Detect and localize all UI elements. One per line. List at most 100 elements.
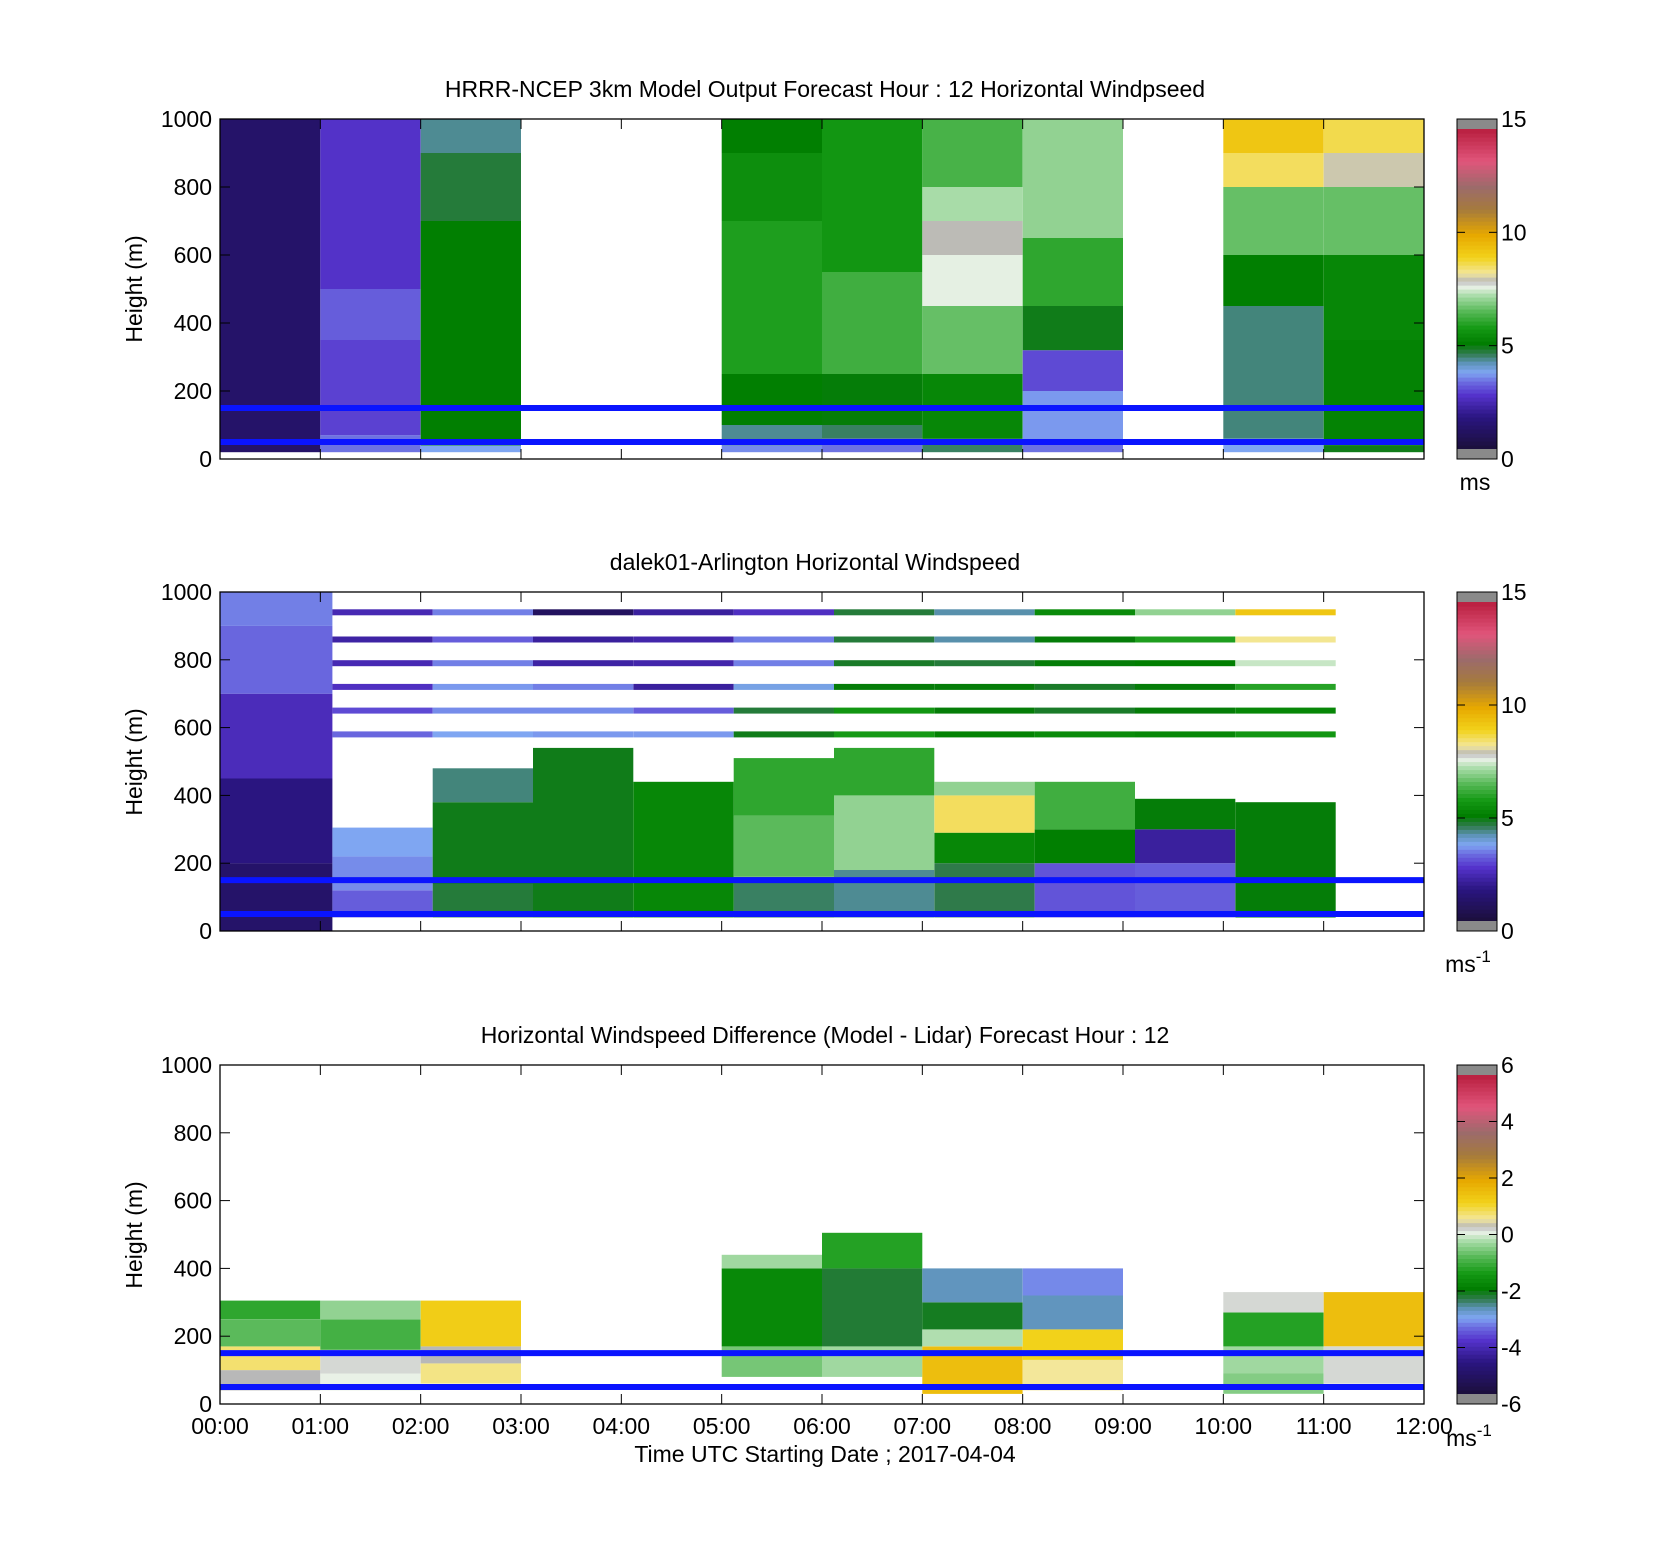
colorbar-segment (1457, 433, 1497, 438)
colorbar-segment (1457, 165, 1497, 170)
thin-layer-cell (934, 707, 1035, 714)
colorbar-segment (1457, 725, 1497, 731)
panel-lidar-x-ticks (219, 592, 1425, 931)
colorbar-segment (1457, 1282, 1497, 1287)
thin-layer-cell (533, 660, 634, 667)
panel-lidar-ylabel: Height (m) (121, 708, 147, 815)
thin-layer-cell (1034, 636, 1135, 643)
colorbar-segment (1457, 1370, 1497, 1375)
heatmap-cell (1022, 391, 1123, 442)
colorbar-segment (1457, 789, 1497, 794)
x-tick-label: 08:00 (994, 1413, 1052, 1439)
colorbar-segment (1457, 1294, 1497, 1299)
colorbar-segment (1457, 749, 1497, 755)
y-tick-label: 400 (174, 310, 212, 336)
colorbar-segment (1457, 409, 1497, 414)
panel-lidar-y-ticks: 0 200 400 600 800 1000 (161, 579, 1424, 944)
heatmap-cell (1323, 1292, 1424, 1347)
thin-layer-cell (733, 636, 834, 643)
colorbar-segment (1457, 673, 1497, 679)
colorbar-segment (1457, 693, 1497, 699)
heatmap-cell (822, 425, 923, 439)
thin-layer-cell (834, 660, 935, 667)
colorbar-segment (1457, 1302, 1497, 1307)
heatmap-cell (220, 1346, 321, 1371)
colorbar-segment (1457, 1270, 1497, 1275)
colorbar-segment (1457, 329, 1497, 334)
heatmap-cell (1022, 350, 1123, 391)
colorbar-tick-label: 5 (1501, 333, 1514, 359)
colorbar-segment (1457, 777, 1497, 783)
heatmap-cell (922, 187, 1023, 221)
heatmap-cell (822, 374, 923, 425)
colorbar-segment (1457, 1374, 1497, 1379)
colorbar-segment (1457, 905, 1497, 910)
thin-layer-cell (432, 636, 533, 643)
colorbar-segment (1457, 1326, 1497, 1331)
y-tick-label: 1000 (161, 1052, 212, 1078)
colorbar-segment (1457, 1086, 1497, 1092)
colorbar-segment (1457, 1366, 1497, 1371)
thin-layer-cell (1034, 731, 1135, 738)
x-tick-label: 06:00 (793, 1413, 851, 1439)
colorbar-segment (1457, 697, 1497, 703)
heatmap-cell (1034, 781, 1135, 830)
colorbar-tick-label: 10 (1501, 692, 1527, 718)
colorbar-segment (1457, 753, 1497, 759)
colorbar-segment (1457, 681, 1497, 687)
heatmap-cell (220, 778, 333, 864)
colorbar-segment (1457, 729, 1497, 735)
colorbar-segment (1457, 829, 1497, 834)
colorbar-tick-label: 2 (1501, 1165, 1514, 1191)
colorbar-segment (1457, 825, 1497, 830)
heatmap-cell (1022, 306, 1123, 351)
heatmap-cell (1223, 1373, 1324, 1394)
colorbar-segment (1457, 153, 1497, 158)
thin-layer-cell (733, 683, 834, 690)
heatmap-cell (721, 119, 822, 153)
colorbar-segment (1457, 401, 1497, 406)
colorbar-segment (1457, 813, 1497, 818)
colorbar-segment (1457, 885, 1497, 890)
colorbar-segment (1457, 221, 1497, 226)
y-tick-label: 200 (174, 1323, 212, 1349)
colorbar-segment (1457, 317, 1497, 322)
colorbar-segment (1457, 877, 1497, 882)
colorbar-segment (1457, 633, 1497, 639)
x-axis-label: Time UTC Starting Date ; 2017-04-04 (634, 1441, 1016, 1467)
colorbar-segment (1457, 717, 1497, 723)
colorbar-segment (1457, 365, 1497, 370)
heatmap-cell (721, 153, 822, 221)
colorbar-tick-label: 15 (1501, 579, 1527, 605)
colorbar-segment (1457, 1254, 1497, 1260)
heatmap-cell (1135, 863, 1236, 918)
panel-difference-colorbar: -6 -4 -2 0 2 4 6 (1456, 1052, 1522, 1417)
colorbar-segment (1457, 1354, 1497, 1359)
colorbar-segment (1457, 445, 1497, 450)
thin-layer-cell (1034, 707, 1135, 714)
thin-layer-cell (1235, 683, 1336, 690)
colorbar-segment (1457, 669, 1497, 675)
thin-layer-cell (1235, 731, 1336, 738)
panel-difference-x-ticks (219, 1065, 1425, 1404)
y-tick-label: 800 (174, 174, 212, 200)
colorbar-segment (1457, 353, 1497, 358)
heatmap-cell (320, 340, 421, 436)
colorbar-segment (1457, 129, 1497, 134)
y-tick-label: 0 (199, 1391, 212, 1417)
colorbar-segment (1457, 397, 1497, 402)
heatmap-cell (220, 863, 333, 931)
heatmap-cell (721, 221, 822, 374)
heatmap-cell (922, 255, 1023, 306)
y-tick-label: 400 (174, 1255, 212, 1281)
colorbar-segment (1457, 641, 1497, 647)
heatmap-cell (1323, 255, 1424, 340)
colorbar-segment (1457, 1150, 1497, 1156)
colorbar-segment (1457, 1234, 1497, 1240)
colorbar-segment (1457, 345, 1497, 350)
colorbar-segment (1457, 1218, 1497, 1224)
colorbar-segment (1457, 837, 1497, 842)
colorbar-segment (1457, 373, 1497, 378)
colorbar-tick-label: 0 (1501, 446, 1514, 472)
heatmap-cell (922, 1329, 1023, 1347)
